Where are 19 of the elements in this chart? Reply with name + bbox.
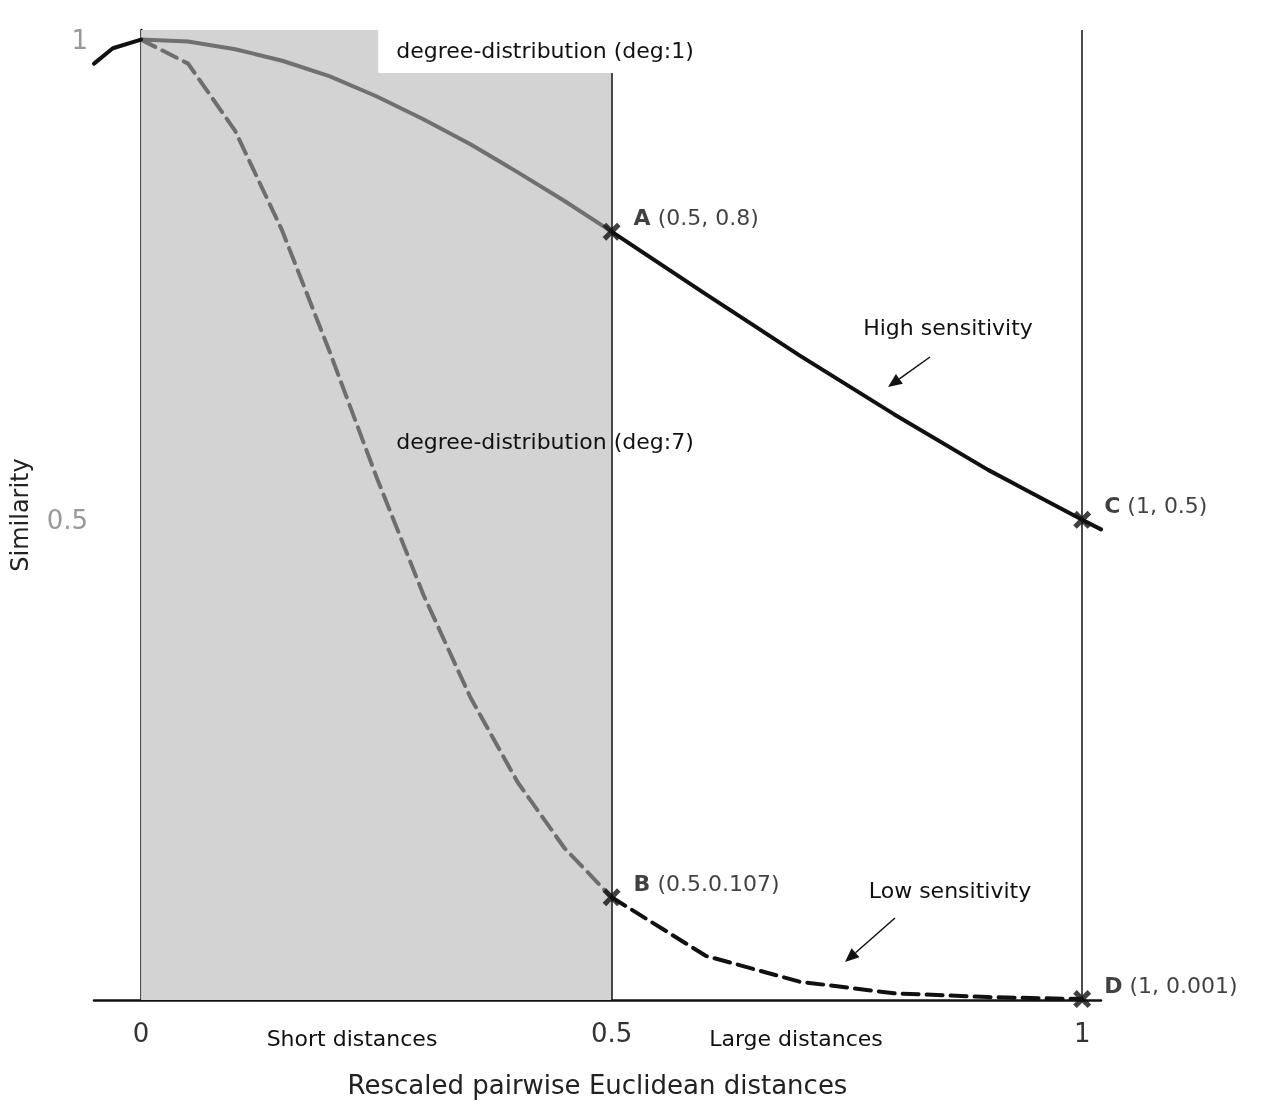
annotation: degree-distribution (deg:7) — [396, 428, 694, 454]
point — [1073, 990, 1092, 1009]
text: Short distances — [266, 1025, 438, 1051]
x-tick-label: 1 — [1073, 1018, 1091, 1048]
data-label: A (0.5, 0.8) — [633, 205, 759, 231]
point — [1073, 510, 1092, 529]
annotation: degree-distribution (deg:1) — [396, 37, 694, 63]
x-axis-title: Rescaled pairwise Euclidean distances — [347, 1070, 848, 1100]
data-label: B (0.5.0.107) — [633, 870, 780, 896]
point — [602, 222, 621, 241]
annotation: High sensitivity — [863, 314, 1033, 340]
annotation: Low sensitivity — [868, 877, 1032, 903]
data-label: D (1, 0.001) — [1104, 972, 1238, 998]
x-tick-label: 0 — [132, 1018, 150, 1048]
x-tick-label: 0.5 — [590, 1018, 633, 1048]
data-label: C (1, 0.5) — [1104, 493, 1208, 519]
text: Large distances — [709, 1025, 883, 1051]
y-axis-title: Similarity — [6, 458, 34, 572]
point — [602, 888, 621, 907]
